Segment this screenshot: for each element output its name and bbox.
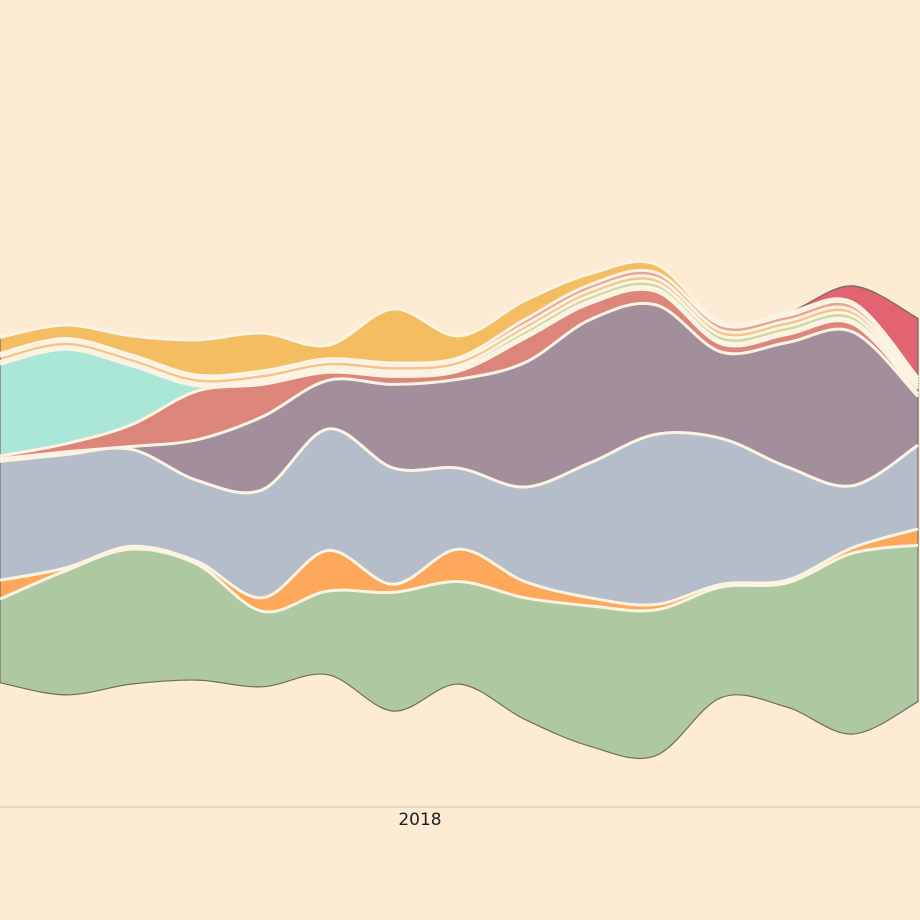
layer-separator-5 — [0, 287, 920, 458]
layer-separator-3 — [0, 427, 919, 495]
layer-separator-10 — [0, 260, 920, 379]
layer-separator-4 — [0, 301, 920, 461]
layer-separator-6 — [0, 284, 920, 390]
x-tick-label: 2018 — [398, 810, 441, 830]
stream-layers — [0, 260, 920, 760]
layer-separator-9 — [0, 268, 920, 382]
layer-separator-1 — [0, 543, 919, 614]
layer-separator-2 — [0, 527, 919, 607]
x-axis-ticks: 2018 — [398, 810, 441, 830]
layer-separator-8 — [0, 274, 920, 385]
layer-separator-7 — [0, 279, 920, 387]
